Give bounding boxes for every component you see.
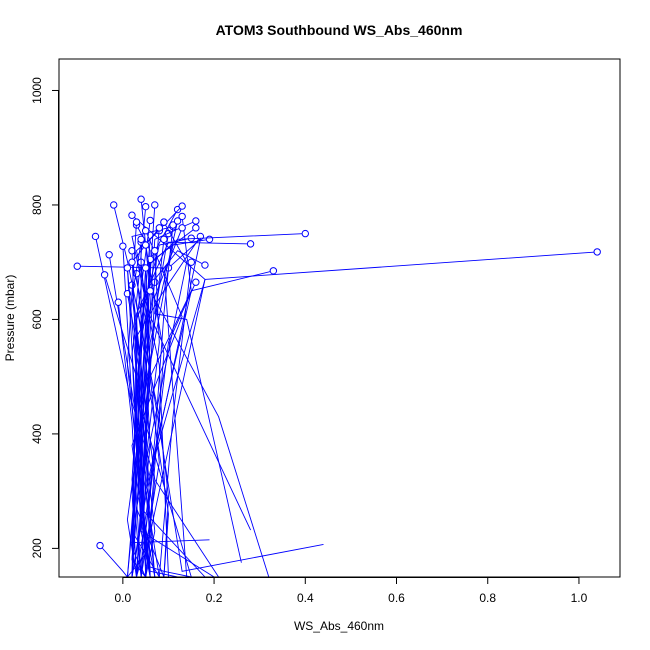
data-point (119, 242, 127, 250)
data-point (178, 224, 186, 232)
x-tick-label: 0.6 (388, 591, 405, 605)
data-point (178, 202, 186, 210)
x-tick-label: 0.0 (115, 591, 132, 605)
series-layer (73, 195, 601, 577)
data-point (593, 248, 601, 256)
data-point (173, 217, 182, 225)
data-point (301, 229, 309, 238)
data-point (160, 235, 168, 243)
data-point (192, 217, 200, 225)
data-point (205, 235, 214, 243)
series-line (122, 246, 219, 577)
data-point (141, 202, 150, 211)
data-point (128, 211, 136, 219)
series-line (154, 233, 242, 563)
series-line (131, 233, 306, 577)
x-tick-label: 0.8 (479, 591, 496, 605)
data-point (105, 251, 113, 259)
x-axis: 0.0 0.2 0.4 0.6 0.8 1.0 (115, 577, 588, 605)
data-point (100, 271, 109, 279)
data-point (91, 232, 100, 241)
data-point (246, 240, 255, 248)
data-point (155, 224, 164, 232)
data-point (123, 264, 132, 272)
y-tick-label: 600 (30, 309, 44, 329)
series-line (117, 302, 142, 577)
y-tick-label: 400 (30, 424, 44, 444)
series-line (140, 224, 174, 577)
x-tick-label: 1.0 (571, 591, 588, 605)
y-axis-label: Pressure (mbar) (3, 275, 17, 362)
data-point (146, 287, 154, 295)
y-axis: 200 400 600 800 1000 (30, 77, 59, 558)
data-point (114, 298, 122, 306)
data-point (128, 247, 136, 255)
data-point (110, 201, 118, 209)
x-tick-label: 0.2 (206, 591, 223, 605)
series-line (131, 227, 183, 577)
data-point (169, 221, 177, 229)
series-line (136, 270, 274, 577)
data-point (201, 261, 209, 269)
data-point (151, 247, 159, 255)
data-point (187, 258, 195, 266)
data-point (137, 195, 145, 203)
data-point (141, 264, 150, 272)
data-point (151, 201, 159, 209)
series-line (131, 285, 156, 577)
data-point (192, 224, 200, 232)
data-point (137, 235, 145, 243)
data-point (160, 218, 168, 226)
data-point (128, 258, 136, 266)
data-point (146, 216, 154, 225)
y-tick-label: 200 (30, 538, 44, 558)
series-line (145, 216, 192, 577)
data-point (269, 267, 278, 275)
data-point (73, 262, 81, 270)
x-axis-label: WS_Abs_460nm (294, 619, 384, 633)
data-point (96, 541, 104, 550)
data-point (132, 218, 141, 226)
data-point (141, 241, 150, 249)
chart-title: ATOM3 Southbound WS_Abs_460nm (216, 22, 463, 38)
data-point (141, 227, 150, 235)
series-line (140, 250, 160, 577)
y-tick-label: 800 (30, 195, 44, 215)
data-point (192, 278, 200, 286)
series-line (126, 238, 210, 577)
series-line (126, 267, 160, 577)
series-line (99, 545, 128, 577)
data-point (178, 212, 186, 221)
series-line (132, 251, 598, 577)
series-line (126, 293, 147, 577)
y-tick-label: 1000 (30, 77, 44, 104)
series-line (145, 244, 165, 577)
series-line (158, 262, 192, 577)
series-line (131, 239, 165, 577)
x-tick-label: 0.4 (297, 591, 314, 605)
